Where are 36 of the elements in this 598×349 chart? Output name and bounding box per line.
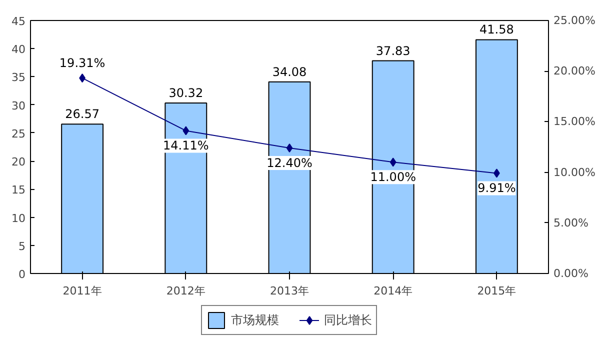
data-label: 26.57	[65, 107, 100, 122]
data-label: 37.83	[376, 44, 410, 58]
y-tick-label: 10	[12, 212, 26, 225]
data-label: 14.11%	[163, 138, 209, 153]
legend-label: 市场规模	[231, 312, 279, 328]
legend-label: 同比增长	[324, 312, 372, 328]
point	[286, 144, 293, 153]
data-label: 19.31%	[59, 56, 106, 70]
data-label: 30.32	[168, 86, 204, 100]
x-tick-label: 2011年	[62, 284, 102, 298]
y-tick-label: 35	[12, 71, 26, 84]
y2-tick-label: 25.00%	[554, 14, 596, 27]
data-label: 11.00%	[370, 170, 416, 184]
y-tick-label: 30	[12, 99, 26, 112]
point	[390, 158, 396, 167]
data-label: 41.58	[480, 22, 514, 37]
data-label: 9.91%	[478, 181, 516, 196]
y-tick-label: 25	[12, 127, 26, 140]
y-tick-label: 20	[12, 156, 26, 169]
y2-tick-label: 5.00%	[554, 216, 588, 230]
x-tick-label: 2014年	[374, 284, 413, 298]
y-tick-label: 0	[18, 268, 26, 281]
y2-tick-label: 0.00%	[554, 267, 588, 280]
y-tick-label: 5	[18, 240, 26, 253]
y2-tick-label: 15.00%	[554, 115, 596, 128]
y-tick-label: 40	[12, 43, 26, 56]
x-tick-label: 2015年	[477, 284, 516, 298]
y-tick-label: 45	[12, 15, 26, 28]
y-tick-label: 15	[12, 184, 26, 197]
x-tick-label: 2012年	[166, 284, 206, 298]
y2-tick-label: 10.00%	[554, 166, 596, 179]
y2-tick-label: 20.00%	[554, 64, 596, 78]
data-label: 12.40%	[266, 156, 312, 170]
data-label: 34.08	[272, 64, 307, 79]
x-tick-label: 2013年	[270, 284, 310, 298]
point	[182, 126, 190, 136]
